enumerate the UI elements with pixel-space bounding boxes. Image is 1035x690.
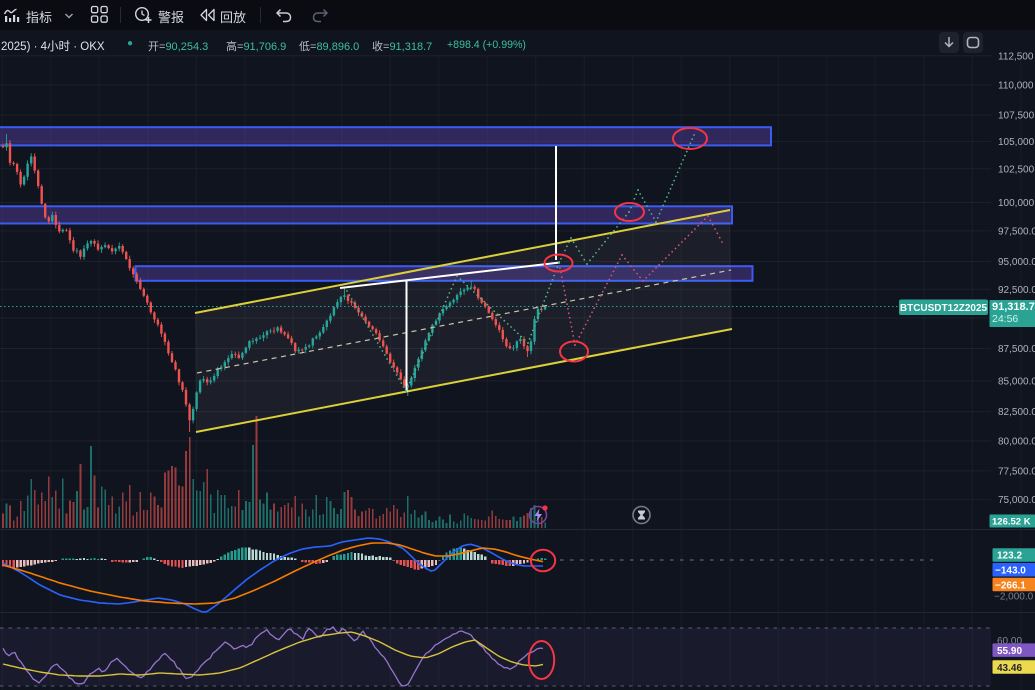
svg-text:85,000.0: 85,000.0: [998, 376, 1035, 387]
svg-text:43.46: 43.46: [997, 663, 1022, 674]
svg-text:105,000: 105,000: [998, 137, 1035, 148]
svg-text:110,000: 110,000: [998, 81, 1034, 92]
svg-text:−143.0: −143.0: [995, 566, 1026, 577]
svg-text:−2,000.0: −2,000.0: [994, 592, 1034, 603]
svg-text:−266.1: −266.1: [995, 580, 1026, 591]
svg-text:91,318.7: 91,318.7: [992, 301, 1035, 313]
svg-text:55.90: 55.90: [997, 646, 1022, 657]
svg-text:92,500.0: 92,500.0: [998, 285, 1035, 296]
svg-text:95,000.0: 95,000.0: [998, 257, 1035, 268]
svg-text:100,000: 100,000: [998, 198, 1035, 209]
svg-text:24:56: 24:56: [992, 313, 1018, 325]
svg-text:80,000.0: 80,000.0: [998, 436, 1035, 447]
svg-text:87,500.0: 87,500.0: [998, 344, 1035, 355]
svg-text:112,500: 112,500: [998, 51, 1034, 62]
svg-text:123.2: 123.2: [997, 551, 1022, 562]
svg-text:BTCUSDT12Z2025: BTCUSDT12Z2025: [900, 303, 988, 314]
svg-text:102,500: 102,500: [998, 164, 1035, 175]
svg-text:82,500.0: 82,500.0: [998, 407, 1035, 418]
svg-text:126.52 K: 126.52 K: [992, 517, 1031, 528]
svg-text:107,500: 107,500: [998, 111, 1035, 122]
svg-text:97,500.0: 97,500.0: [998, 226, 1035, 237]
svg-text:75,000.0: 75,000.0: [998, 495, 1035, 506]
svg-text:77,500.0: 77,500.0: [998, 466, 1035, 477]
svg-text:60.00: 60.00: [997, 636, 1022, 647]
